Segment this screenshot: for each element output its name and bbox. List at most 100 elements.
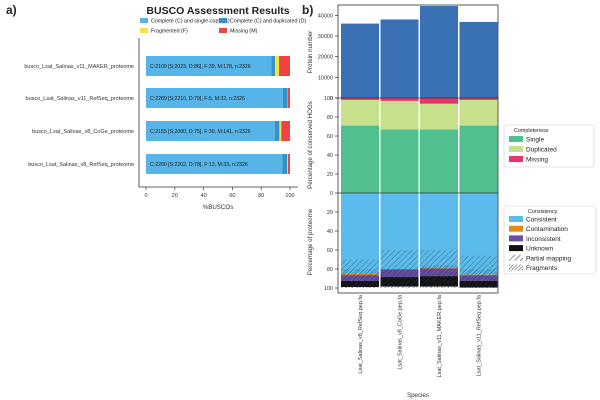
species-labels: Lsat_Salinas_v8_RefSeq.pep.fa Lsat_Salina… bbox=[358, 294, 483, 377]
consistency-legend-swatch bbox=[509, 225, 523, 232]
legend-label-duplicated: Complete (C) and duplicated (D) bbox=[230, 19, 306, 25]
consistency-legend-label: Consistent bbox=[526, 217, 557, 224]
protein-number-tick-label: 40000 bbox=[318, 13, 333, 19]
species-label: Lsat_Salinas_v8_RefSeq.pep.fa bbox=[358, 294, 364, 374]
species-label: Lsat_Salinas_v8_CoGe.pep.fa bbox=[398, 294, 404, 370]
consistency-legend-swatch bbox=[509, 245, 523, 252]
completeness-tick-label: 0 bbox=[330, 191, 333, 197]
busco-bars: C:2109 [S:2023, D:86], F:39, M:178, n:23… bbox=[146, 56, 290, 174]
busco-bar-m bbox=[281, 121, 290, 141]
protein-number-bar bbox=[459, 21, 498, 98]
completeness-legend-swatch bbox=[509, 136, 523, 142]
completeness-tick-label: 40 bbox=[327, 153, 333, 159]
busco-x-tick-label: 60 bbox=[229, 193, 235, 199]
completeness-bar-missing bbox=[380, 98, 419, 101]
fragments-overlay bbox=[459, 269, 498, 288]
completeness-legend-label: Missing bbox=[526, 157, 548, 164]
fragments-overlay bbox=[341, 269, 379, 288]
completeness-bar-duplicated bbox=[341, 99, 379, 126]
completeness-bar-single bbox=[341, 125, 379, 193]
busco-bar-d bbox=[274, 121, 280, 141]
completeness-legend-swatch bbox=[509, 146, 523, 152]
protein-number-tick-label: 10000 bbox=[318, 75, 333, 81]
busco-bar-s bbox=[146, 88, 283, 108]
completeness-legend-label: Duplicated bbox=[526, 147, 557, 154]
completeness-legend-box bbox=[503, 124, 595, 168]
consistency-legend-title: Consistency bbox=[528, 209, 558, 215]
completeness-legend-label: Single bbox=[526, 137, 544, 144]
completeness-bars bbox=[341, 98, 498, 193]
proteome-tick-label: 80 bbox=[327, 267, 333, 273]
completeness-tick-label: 80 bbox=[327, 115, 333, 121]
busco-bar-m bbox=[287, 154, 290, 174]
completeness-bar-duplicated bbox=[380, 100, 419, 130]
busco-x-label: %BUSCOs bbox=[203, 204, 234, 211]
legend-label-single: Complete (C) and single-copy (S) bbox=[151, 19, 230, 25]
completeness-legend: Completeness Single Duplicated Missing bbox=[503, 124, 595, 168]
fragments-overlay bbox=[420, 265, 458, 288]
completeness-tick-label: 100 bbox=[324, 96, 333, 102]
proteome-ylabel: Percentage of proteome bbox=[307, 208, 314, 275]
consistency-legend-label: Fragments bbox=[526, 265, 558, 272]
omark-y-ticks: 0 10000 20000 30000 40000 0 20 40 60 80 100 20 40 60 8… bbox=[318, 13, 338, 292]
completeness-bar-single bbox=[380, 129, 419, 193]
busco-x-tick-label: 100 bbox=[285, 193, 294, 199]
consistency-legend-swatch bbox=[509, 254, 523, 261]
busco-bar-label: C:2155 [S:2080, D:75], F:30, M:141, n:23… bbox=[150, 129, 251, 135]
consistency-legend-swatch bbox=[509, 235, 523, 242]
panel-a-label: a) bbox=[6, 3, 17, 17]
busco-bar-f bbox=[287, 154, 288, 174]
busco-x-ticks: 0 20 40 60 80 100 bbox=[144, 187, 295, 199]
species-xlabel: Species bbox=[407, 392, 429, 399]
completeness-tick-label: 60 bbox=[327, 134, 333, 140]
protein-number-ylabel: Protein number bbox=[307, 31, 314, 73]
busco-bar-label: C:2289 [S:2210, D:79], F:5, M:32, n:2326 bbox=[150, 96, 245, 102]
busco-chart: BUSCO Assessment Results Complete (C) an… bbox=[24, 5, 306, 211]
consistency-legend: Consistency Consistent Contamination Incon… bbox=[503, 205, 597, 275]
protein-number-bar bbox=[380, 19, 419, 98]
protein-number-tick-label: 0 bbox=[330, 96, 333, 102]
legend-swatch-fragmented bbox=[140, 28, 148, 33]
busco-x-tick-label: 0 bbox=[144, 193, 147, 199]
busco-bar-d bbox=[271, 56, 275, 76]
busco-bar-f bbox=[279, 121, 282, 141]
busco-category-label: busco_Lsat_Salinas_v8_CoGe_proteome bbox=[32, 129, 134, 135]
busco-bar-label: C:2109 [S:2023, D:86], F:39, M:178, n:23… bbox=[150, 64, 251, 70]
proteome-tick-label: 20 bbox=[327, 210, 333, 216]
busco-category-labels: busco_Lsat_Salinas_v11_MAKER_proteomebus… bbox=[24, 64, 134, 168]
busco-legend: Complete (C) and single-copy (S) Complet… bbox=[140, 18, 306, 35]
completeness-bar-missing bbox=[341, 98, 379, 100]
busco-category-label: busco_Lsat_Salinas_v11_MAKER_proteome bbox=[24, 64, 134, 70]
completeness-legend-swatch bbox=[509, 156, 523, 162]
consistency-legend-swatch bbox=[509, 264, 523, 271]
busco-x-tick-label: 20 bbox=[172, 193, 178, 199]
legend-swatch-duplicated bbox=[219, 18, 227, 23]
completeness-bar-single bbox=[420, 129, 458, 193]
busco-bar-label: C:2280 [S:2202, D:78], F:13, M:33, n:232… bbox=[150, 162, 248, 168]
proteome-tick-label: 40 bbox=[327, 229, 333, 235]
busco-chart-title: BUSCO Assessment Results bbox=[146, 5, 289, 17]
legend-label-fragmented: Fragmented (F) bbox=[151, 29, 188, 35]
omark-chart: 0 10000 20000 30000 40000 0 20 40 60 80 100 20 40 60 8… bbox=[307, 4, 597, 399]
busco-bar-d bbox=[282, 88, 288, 108]
completeness-bar-duplicated bbox=[420, 103, 458, 130]
consistency-legend-swatch bbox=[509, 216, 523, 222]
protein-number-tick-label: 20000 bbox=[318, 55, 333, 61]
proteome-tick-label: 60 bbox=[327, 248, 333, 254]
busco-category-label: busco_Lsat_Salinas_v8_RefSeq_proteome bbox=[28, 162, 134, 168]
busco-category-label: busco_Lsat_Salinas_v11_RefSeq_proteome bbox=[26, 96, 134, 102]
legend-label-missing: Missing (M) bbox=[230, 29, 258, 35]
panel-b-label: b) bbox=[302, 3, 313, 17]
completeness-bar-single bbox=[459, 125, 498, 193]
busco-bar-s bbox=[146, 56, 272, 76]
busco-bar-s bbox=[146, 154, 283, 174]
completeness-bar-duplicated bbox=[459, 99, 498, 126]
protein-number-bar bbox=[420, 6, 458, 99]
completeness-bar-missing bbox=[420, 98, 458, 104]
species-label: Lsat_Salinas_v11_RefSeq.pep.fa bbox=[477, 294, 483, 376]
protein-number-bars bbox=[341, 6, 498, 99]
completeness-bar-missing bbox=[459, 98, 498, 100]
busco-bar-m bbox=[278, 56, 290, 76]
busco-bar-m bbox=[288, 88, 290, 108]
